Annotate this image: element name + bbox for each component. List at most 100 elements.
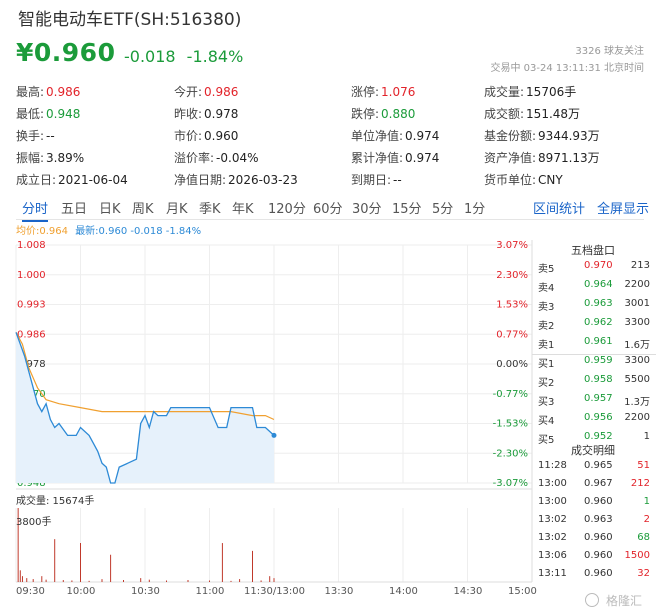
stat-label: 成交量: — [484, 85, 525, 99]
time-tick-label: 10:00 — [66, 586, 96, 597]
orderbook-side: 卖2 — [538, 321, 555, 332]
stat-label: 净值日期: — [174, 173, 227, 187]
stat-label: 资产净值: — [484, 151, 537, 165]
trade-row: 13:00 0.960 1 — [532, 496, 656, 514]
stat-item: 成立日: 2021-06-04 — [16, 171, 128, 188]
range-stats-link[interactable]: 区间统计 — [533, 202, 586, 217]
chart-legend: 均价:0.964 最新:0.960 -0.018 -1.84% — [16, 222, 201, 237]
trading-status-time: 交易中 03-24 13:11:31 北京时间 — [490, 63, 644, 74]
orderbook-row: 卖4 0.964 2200 — [532, 279, 656, 297]
intraday-chart: 1.0081.0000.9930.9860.9780.9700.9630.956… — [15, 240, 533, 583]
tab-2[interactable]: 日K — [99, 202, 121, 217]
current-price: ¥0.960 — [16, 38, 116, 67]
trade-time: 13:02 — [538, 532, 567, 543]
orderbook-volume: 5500 — [624, 374, 650, 385]
trade-price: 0.967 — [584, 478, 613, 489]
percent-tick-label: 0.77% — [496, 329, 528, 340]
tab-12[interactable]: 1分 — [464, 202, 486, 217]
change-value: -0.018 — [124, 47, 176, 66]
price-tick-label: 1.008 — [17, 240, 46, 251]
watermark-text: 格隆汇 — [605, 594, 642, 608]
tab-8[interactable]: 60分 — [313, 202, 343, 217]
stat-label: 跌停: — [351, 107, 380, 121]
tab-11[interactable]: 5分 — [432, 202, 454, 217]
stat-item: 最低: 0.948 — [16, 105, 80, 122]
stat-item: 基金份额: 9344.93万 — [484, 127, 600, 144]
trade-price: 0.960 — [584, 496, 613, 507]
orderbook-volume: 1 — [643, 431, 650, 442]
price-change: -0.018 -1.84% — [124, 47, 243, 66]
orderbook-volume: 3001 — [624, 298, 650, 309]
fullscreen-link[interactable]: 全屏显示 — [597, 202, 650, 217]
percent-tick-label: 1.53% — [496, 300, 528, 311]
stat-label: 成交额: — [484, 107, 525, 121]
period-tabs: 分时 五日 日K 周K 月K 季K 年K 120分 60分 30分 15分 5分 1分 区间统计 全屏显示 — [16, 195, 649, 222]
orderbook-row: 买1 0.959 3300 — [532, 355, 656, 373]
price-tick-label: 0.986 — [17, 329, 46, 340]
tab-9[interactable]: 30分 — [352, 202, 382, 217]
trade-time: 11:28 — [538, 460, 567, 471]
stat-value: CNY — [538, 173, 563, 187]
orderbook-price: 0.962 — [584, 317, 613, 328]
stat-item: 累计净值: 0.974 — [351, 149, 439, 166]
percent-tick-label: 2.30% — [496, 270, 528, 281]
price-area — [16, 332, 274, 483]
stat-item: 涨停: 1.076 — [351, 83, 415, 100]
tab-1[interactable]: 五日 — [61, 202, 88, 217]
orderbook-volume: 3300 — [624, 355, 650, 366]
stat-value: 151.48万 — [526, 107, 581, 121]
stat-label: 今开: — [174, 85, 203, 99]
trade-row: 13:02 0.963 2 — [532, 514, 656, 532]
stat-value: 2021-06-04 — [58, 173, 128, 187]
tab-4[interactable]: 月K — [166, 202, 188, 217]
orderbook-price: 0.958 — [584, 374, 613, 385]
orderbook-side: 买5 — [538, 435, 555, 446]
stat-item: 市价: 0.960 — [174, 127, 238, 144]
orderbook-price: 0.956 — [584, 412, 613, 423]
stat-value: 0.986 — [46, 85, 81, 99]
trade-price: 0.960 — [584, 532, 613, 543]
price-tick-label: 1.000 — [17, 270, 46, 281]
stat-value: 15706手 — [526, 85, 577, 99]
trade-price: 0.963 — [584, 514, 613, 525]
time-tick-label: 14:30 — [453, 586, 483, 597]
tab-3[interactable]: 周K — [132, 202, 154, 217]
stat-value: 0.978 — [204, 107, 239, 121]
stat-label: 累计净值: — [351, 151, 404, 165]
time-tick-label: 10:30 — [131, 586, 160, 597]
trade-volume: 2 — [643, 514, 650, 525]
price-line — [15, 332, 275, 484]
stat-item: 振幅: 3.89% — [16, 149, 84, 166]
tab-7[interactable]: 120分 — [268, 202, 306, 217]
stat-value: 1.076 — [381, 85, 416, 99]
percent-tick-label: -3.07% — [493, 478, 528, 489]
price-tick-label: 0.978 — [17, 359, 46, 370]
stat-value: 0.880 — [381, 107, 416, 121]
watermark-logo: 格隆汇 — [585, 592, 642, 609]
trade-time: 13:02 — [538, 514, 567, 525]
orderbook-price: 0.961 — [584, 336, 613, 347]
orderbook-row: 卖5 0.970 213 — [532, 260, 656, 278]
percent-tick-label: -0.77% — [493, 389, 528, 400]
orderbook-side: 卖1 — [538, 340, 555, 351]
tab-5[interactable]: 季K — [199, 202, 221, 217]
stat-item: 昨收: 0.978 — [174, 105, 238, 122]
trade-time: 13:11 — [538, 568, 567, 579]
tab-6[interactable]: 年K — [232, 202, 254, 217]
trade-row: 13:06 0.960 1500 — [532, 550, 656, 568]
watermark-icon — [585, 593, 600, 607]
trade-volume: 212 — [630, 478, 650, 489]
stat-item: 到期日: -- — [351, 171, 402, 188]
orderbook-title: 五档盘口 — [571, 244, 615, 257]
orderbook-row: 买3 0.957 1.3万 — [532, 393, 656, 411]
tab-0[interactable]: 分时 — [22, 198, 49, 222]
time-tick-label: 13:30 — [324, 586, 354, 597]
orderbook-volume: 1.3万 — [624, 397, 650, 408]
time-tick-label: 14:00 — [389, 586, 418, 597]
stat-label: 昨收: — [174, 107, 203, 121]
tab-10[interactable]: 15分 — [392, 202, 422, 217]
stat-label: 换手: — [16, 129, 45, 143]
stat-value: -- — [393, 173, 402, 187]
stat-label: 基金份额: — [484, 129, 537, 143]
time-tick-label: 11:30/13:00 — [244, 586, 306, 597]
